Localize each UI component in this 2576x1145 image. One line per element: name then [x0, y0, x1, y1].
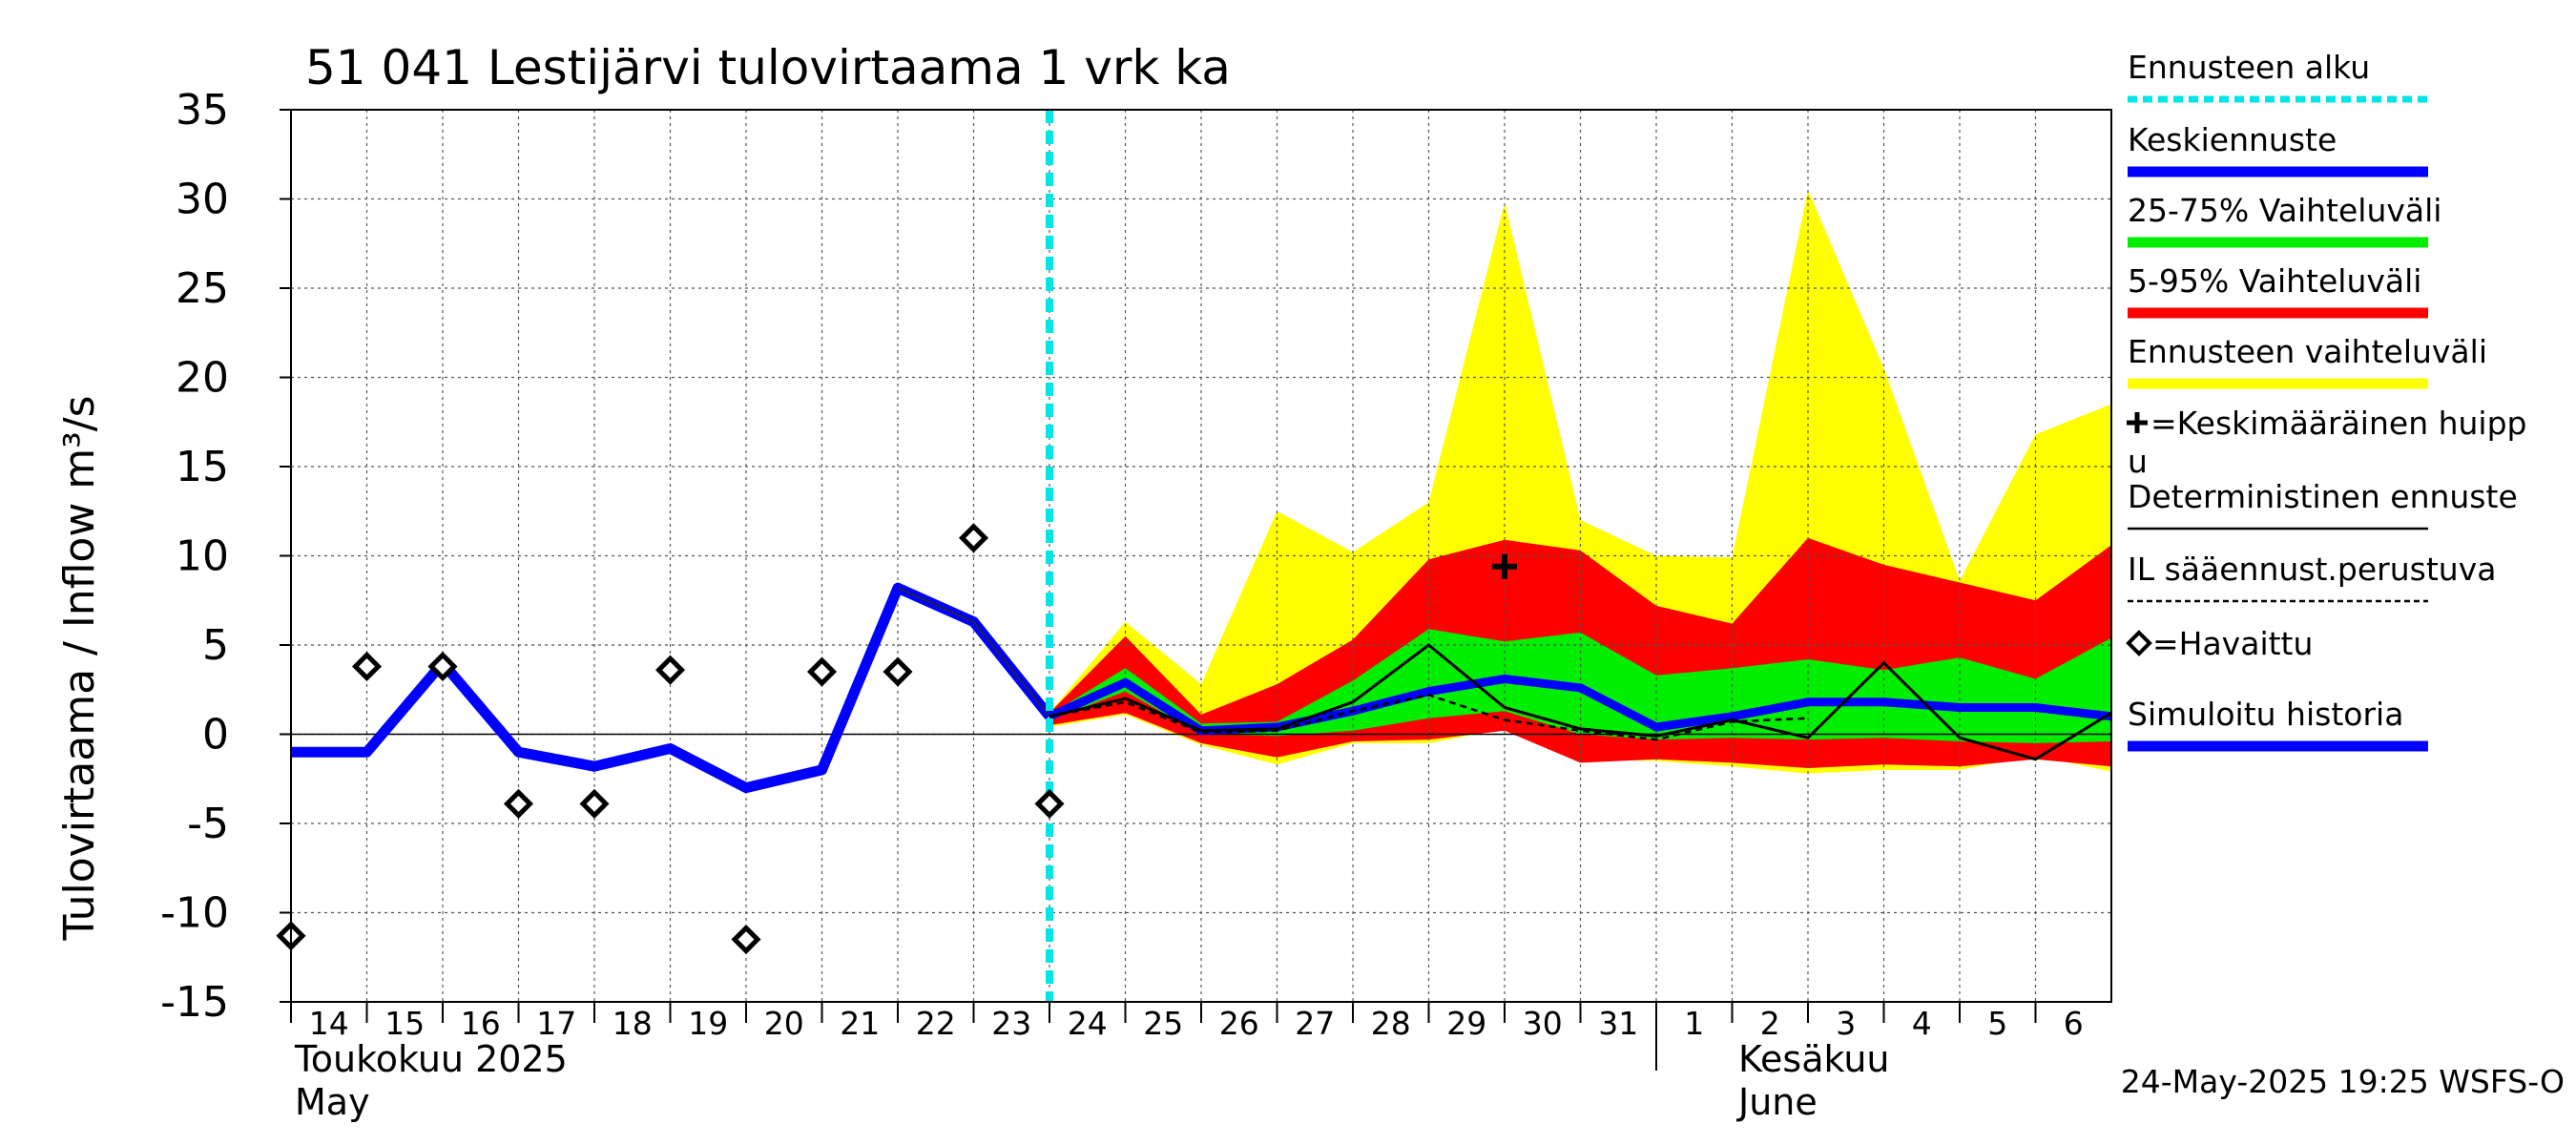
month-label-en: May	[295, 1081, 370, 1123]
legend-label: IL sääennust.perustuva	[2128, 551, 2496, 588]
chart-title: 51 041 Lestijärvi tulovirtaama 1 vrk ka	[305, 40, 1231, 95]
x-tick-label: 25	[1143, 1005, 1183, 1042]
x-axis: 14 15 16 17 18 19 20 21 22 23 24 25 26 27 28 29 30 31 1 2 3 4…	[290, 1002, 2084, 1123]
legend-label: Ennusteen alku	[2128, 49, 2370, 86]
observed-point	[579, 788, 610, 819]
x-tick-label: 15	[384, 1005, 425, 1042]
observed-markers	[276, 523, 1065, 955]
il-forecast-line	[1049, 694, 1809, 741]
observed-point	[427, 651, 458, 681]
x-tick-label: 29	[1446, 1005, 1486, 1042]
deterministic-forecast-line	[1049, 643, 2112, 761]
legend-label: Deterministinen ennuste	[2128, 478, 2518, 515]
legend-label: 25-75% Vaihteluväli	[2128, 192, 2441, 229]
month-label-fi: Kesäkuu	[1738, 1038, 1890, 1080]
timestamp: 24-May-2025 19:25 WSFS-O	[2121, 1063, 2565, 1100]
legend-observed-symbol	[2126, 630, 2152, 656]
x-tick-label: 5	[1987, 1005, 2007, 1042]
x-tick-label: 19	[688, 1005, 728, 1042]
x-tick-label: 2	[1760, 1005, 1780, 1042]
y-tick-label: 25	[176, 264, 229, 313]
legend-label: Ennusteen vaihteluväli	[2128, 333, 2487, 370]
x-tick-label: 22	[916, 1005, 956, 1042]
series-lines	[291, 110, 2112, 1002]
legend-label: =Keskimääräinen huipp	[2150, 405, 2527, 442]
observed-point	[731, 925, 761, 955]
legend-label: Simuloitu historia	[2128, 696, 2403, 733]
observed-point	[351, 651, 383, 681]
x-tick-label: 14	[309, 1005, 349, 1042]
x-tick-label: 27	[1295, 1005, 1335, 1042]
observed-point	[503, 788, 534, 819]
y-tick-label: -5	[187, 800, 229, 848]
x-tick-label: 28	[1371, 1005, 1411, 1042]
legend-label: =Havaittu	[2152, 625, 2313, 662]
y-tick-label: 15	[176, 443, 229, 491]
x-tick-label: 31	[1598, 1005, 1638, 1042]
y-axis-label: Tulovirtaama / Inflow m³/s	[55, 395, 104, 941]
observed-point	[1034, 788, 1065, 819]
x-tick-label: 26	[1219, 1005, 1259, 1042]
x-tick-label: 3	[1836, 1005, 1856, 1042]
x-tick-label: 17	[536, 1005, 576, 1042]
mean-peak-marker	[1492, 553, 1517, 579]
observed-point	[883, 656, 913, 687]
simulated-history-overlay	[897, 587, 1050, 718]
x-tick-label: 24	[1068, 1005, 1108, 1042]
x-tick-label: 4	[1912, 1005, 1932, 1042]
x-tick-label: 23	[991, 1005, 1031, 1042]
y-tick-label: 30	[176, 176, 229, 224]
y-tick-label: 5	[202, 621, 229, 670]
x-tick-label: 30	[1523, 1005, 1563, 1042]
y-tick-label: -15	[160, 978, 229, 1027]
legend-label-continued: u	[2128, 443, 2148, 480]
y-tick-label: 35	[176, 86, 229, 135]
legend: Ennusteen alku Keskiennuste 25-75% Vaihtel…	[2126, 49, 2527, 752]
y-tick-label: 0	[202, 711, 229, 760]
observed-point	[958, 523, 989, 553]
observed-point	[654, 655, 686, 685]
legend-label: Keskiennuste	[2128, 121, 2337, 158]
x-tick-label: 1	[1684, 1005, 1704, 1042]
x-tick-label: 16	[461, 1005, 501, 1042]
legend-peak-symbol	[2127, 412, 2148, 433]
grid	[291, 109, 2111, 1003]
x-tick-label: 18	[613, 1005, 653, 1042]
month-label-en: June	[1736, 1081, 1818, 1123]
observed-point	[806, 656, 838, 687]
x-tick-label: 6	[2064, 1005, 2084, 1042]
y-tick-label: 20	[176, 354, 229, 403]
y-axis: -15 -10 -5 0 5 10 15 20 25 30 35	[160, 86, 291, 1027]
legend-label: 5-95% Vaihteluväli	[2128, 262, 2421, 300]
y-tick-label: -10	[160, 889, 229, 938]
x-tick-label: 20	[764, 1005, 804, 1042]
month-label-fi: Toukokuu 2025	[294, 1038, 568, 1080]
x-tick-label: 21	[840, 1005, 880, 1042]
y-tick-label: 10	[176, 532, 229, 581]
